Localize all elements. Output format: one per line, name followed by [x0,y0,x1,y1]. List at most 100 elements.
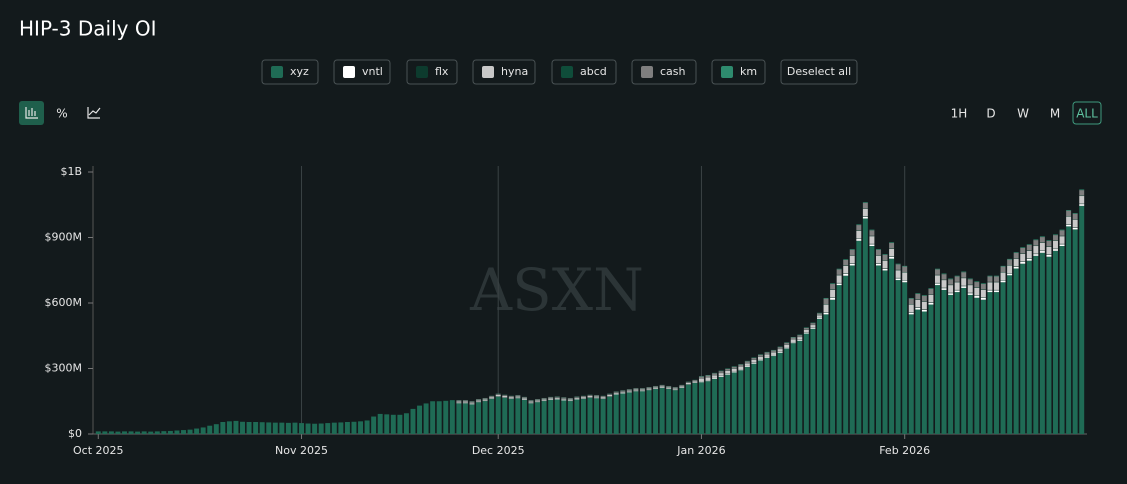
bar-segment [974,287,980,296]
bar-segment [830,289,836,298]
bar-segment [757,356,763,360]
bar-segment [790,342,796,344]
bar-segment [102,431,108,434]
bar-segment [541,398,547,400]
bar-segment [928,304,934,434]
bar-segment [987,276,993,282]
bar-segment [718,375,724,377]
bar-segment [528,401,534,403]
bar-segment [495,394,501,397]
bar-segment [469,404,475,434]
bar-segment [1053,249,1058,251]
bar-segment [561,397,567,399]
bar-segment [823,312,829,315]
bar-segment [830,299,836,434]
bar-segment [633,388,639,390]
bar-segment [974,297,980,434]
bar-segment [935,283,940,286]
range-button[interactable]: M [1050,107,1060,121]
range-button[interactable]: W [1017,107,1029,121]
mode-percent-button[interactable]: % [56,107,67,121]
bar-segment [482,398,488,400]
bar-segment [607,393,613,395]
bar-segment [751,358,757,360]
bar-segment [744,366,750,367]
bar-segment [974,282,980,288]
bar-segment [633,391,639,434]
range-button[interactable]: D [986,107,995,121]
legend-item[interactable]: vntl [333,59,391,85]
bar-segment [1000,280,1006,283]
bar-segment [777,351,783,353]
deselect-button [780,59,858,85]
legend-item[interactable]: flx [406,59,458,85]
bar-segment [882,254,888,255]
bar-segment [1007,259,1013,266]
legend-item[interactable]: xyz [261,59,319,85]
x-tick-label: Oct 2025 [73,444,124,457]
bar-segment [1079,205,1085,434]
bar-segment [882,268,888,271]
legend-button [261,59,319,85]
bar-segment [948,278,954,280]
legend-item[interactable]: cash [631,59,697,85]
bar-segment [908,314,914,434]
bar-segment [305,423,311,434]
range-button[interactable]: ALL [1076,107,1098,121]
legend-item[interactable]: hyna [472,59,536,85]
bar-segment [325,423,331,434]
bar-segment [784,344,790,348]
bar-segment [200,427,206,434]
bar-segment [954,292,960,434]
bar-segment [1039,242,1045,251]
bar-segment [535,400,541,402]
legend-item[interactable]: km [711,59,766,85]
bar-segment [712,375,718,378]
bar-segment [1046,256,1052,434]
bar-segment [456,403,462,434]
bar-segment [410,408,416,434]
bar-segment [961,278,967,286]
bar-segment [384,414,390,434]
bar-segment [869,236,875,244]
bar-segment [1026,258,1032,261]
bar-segment [908,312,914,315]
bar-segment [843,275,849,434]
bar-segment [967,293,973,295]
bar-segment [856,239,862,241]
legend-item[interactable]: abcd [551,59,617,85]
mode-bar-button[interactable] [19,101,44,125]
bar-segment [469,402,475,404]
bar-segment [1046,240,1052,241]
mode-line-button[interactable] [87,107,101,119]
bar-segment [561,398,567,400]
bar-segment [1072,229,1078,434]
bar-segment [810,327,816,329]
bar-segment [1033,239,1039,241]
legend-swatch [561,66,573,78]
watermark: ASXN [469,256,644,324]
bar-segment [423,403,429,434]
legend-label: hyna [501,65,528,78]
bar-segment [882,260,888,269]
bar-segment [456,400,462,402]
bar-segment [705,377,711,381]
range-button[interactable]: 1H [951,107,968,121]
bar-segment [594,395,600,397]
bar-segment [967,294,973,434]
bar-segment [902,266,908,272]
bar-segment [1000,266,1006,272]
deselect-all[interactable]: Deselect all [780,59,858,85]
bar-segment [489,396,495,397]
bar-segment [1033,246,1039,254]
bar-segment [443,400,449,434]
bar-segment [725,373,731,375]
bar-segment [889,248,895,257]
bar-segment [1007,273,1013,276]
bar-segment [1026,244,1032,245]
bar-segment [994,290,999,293]
bar-segment [626,389,632,391]
bar-segment [187,429,193,434]
bar-segment [823,304,829,313]
bar-segment [1039,236,1045,238]
